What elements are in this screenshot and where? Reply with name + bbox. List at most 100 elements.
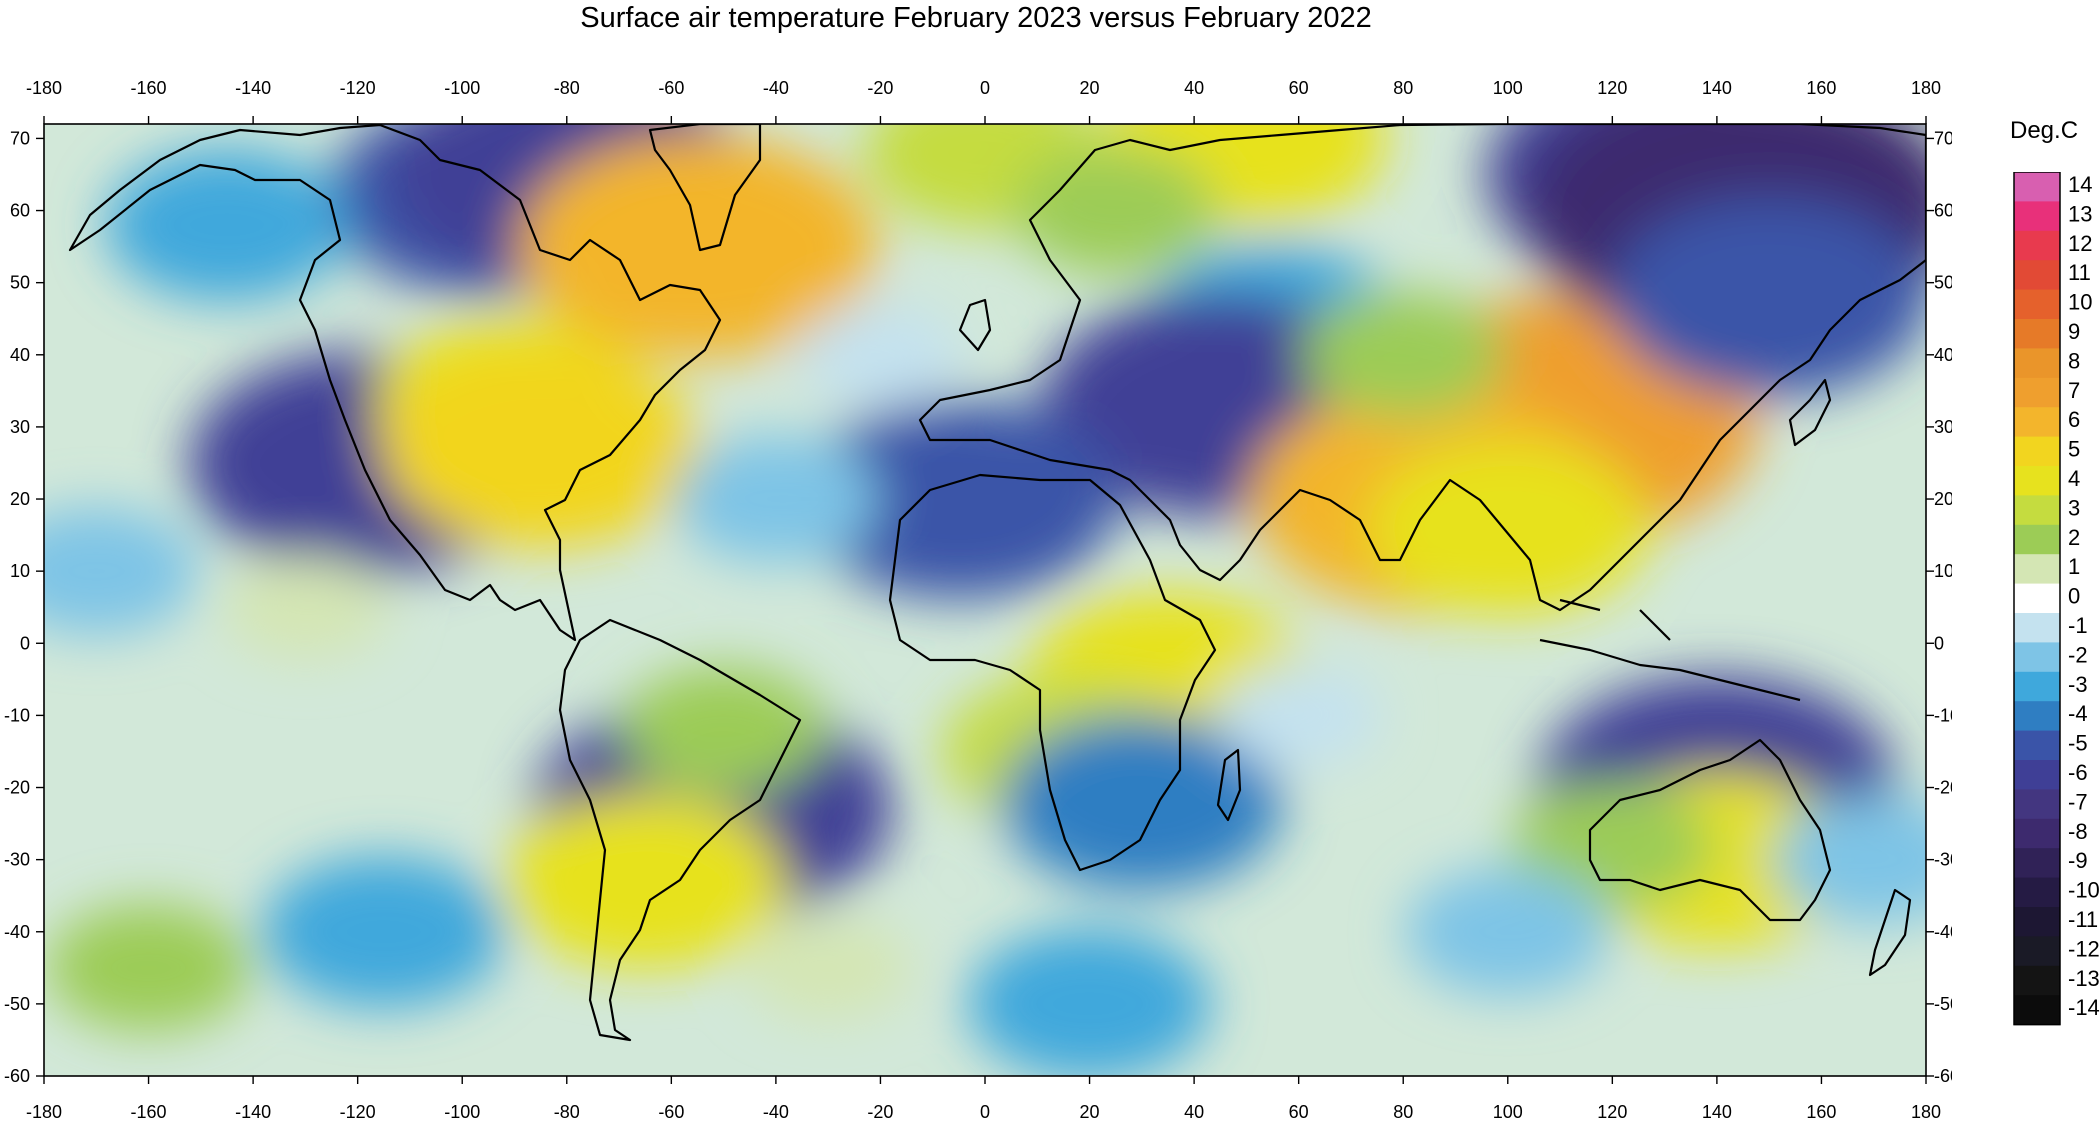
x-tick-label-top: -20 [867,78,893,98]
anomaly-region [673,435,879,564]
colorbar-swatch [2014,289,2060,320]
indonesia-outline [1539,598,1801,702]
colorbar-label: 3 [2068,495,2080,520]
anomaly-region [797,302,964,407]
y-tick-label-right: -50 [1934,994,1952,1014]
y-tick-label-left: 50 [10,273,30,293]
colorbar-swatch [2014,436,2060,467]
y-tick-label-left: 30 [10,417,30,437]
x-tick-label-bottom: -80 [554,1102,580,1122]
x-tick-label-bottom: 60 [1289,1102,1309,1122]
colorbar-label: -13 [2068,966,2100,991]
new-zealand-outline [1868,888,1912,977]
colorbar-label: -7 [2068,789,2088,814]
north-america-outline [68,124,722,642]
anomaly-region [1001,713,1283,890]
colorbar-swatch [2014,760,2060,790]
y-tick-label-left: 10 [10,561,30,581]
anomaly-region [1013,146,1219,275]
y-tick-label-right: -40 [1934,922,1952,942]
colorbar-label: -11 [2068,907,2098,932]
colorbar-label: 11 [2068,260,2091,285]
colorbar-label: 9 [2068,319,2080,344]
colorbar-swatch [2014,642,2060,673]
y-tick-label-left: 40 [10,345,30,365]
colorbar-swatch [2014,730,2060,761]
x-tick-label-top: 40 [1184,78,1204,98]
colorbar-swatch [2014,965,2060,996]
colorbar-label: -12 [2068,936,2100,961]
y-tick-label-right: -20 [1934,778,1952,798]
x-tick-label-bottom: -160 [131,1102,167,1122]
colorbar-swatch [2014,348,2060,379]
y-tick-label-right: 70 [1934,128,1952,148]
y-tick-label-left: -10 [4,705,30,725]
colorbar-label: 6 [2068,407,2080,432]
x-tick-label-top: -40 [763,78,789,98]
anomaly-region [798,399,1119,600]
x-tick-label-top: 120 [1597,78,1627,98]
x-tick-label-bottom: -100 [444,1102,480,1122]
y-tick-label-left: 60 [10,201,30,221]
x-tick-label-top: 140 [1702,78,1732,98]
y-tick-label-right: -10 [1934,705,1952,725]
anomaly-region [1215,663,1382,768]
colorbar-label: 7 [2068,378,2080,403]
colorbar-swatch [2014,848,2060,879]
colorbar-swatch [2014,789,2060,820]
y-tick-label-right: -60 [1934,1066,1952,1086]
legend-title: Deg.C [2010,117,2079,144]
colorbar-swatch [2014,201,2060,232]
x-tick-label-top: -140 [235,78,271,98]
x-tick-label-top: -100 [444,78,480,98]
anomaly-region [967,927,1212,1076]
colorbar-swatch [2014,671,2060,702]
y-tick-label-left: 20 [10,489,30,509]
colorbar-swatch [2014,936,2060,967]
colorbar-label: -5 [2068,731,2088,756]
y-tick-label-right: 60 [1934,201,1952,221]
colorbar-label: -10 [2068,878,2100,903]
colorbar-swatch [2014,377,2060,408]
x-tick-label-bottom: -60 [658,1102,684,1122]
anomaly-region [1366,439,1649,616]
colorbar-label: -14 [2068,995,2100,1020]
y-tick-label-left: -20 [4,778,30,798]
eurasia-outline [918,124,1926,612]
colorbar-swatch [2014,407,2060,438]
x-tick-label-bottom: 40 [1184,1102,1204,1122]
colorbar-swatch [2014,818,2060,849]
x-tick-label-bottom: 20 [1080,1102,1100,1122]
x-tick-label-top: -180 [26,78,62,98]
colorbar-label: 10 [2068,290,2092,315]
colorbar-swatch [2014,230,2060,261]
colorbar-swatch [2014,583,2060,614]
colorbar-label: 14 [2068,172,2092,197]
south-america-outline [558,618,802,1042]
x-tick-label-bottom: -140 [235,1102,271,1122]
colorbar-label: -1 [2068,613,2088,638]
anomaly-region [44,507,199,636]
anomaly-region [504,793,786,970]
map-figure: -180 -180 -160 -160 -140 -140 -120 -120 -100 -100… [4,78,1960,1122]
colorbar-swatch [2014,260,2060,291]
colorbar-swatch [2014,524,2060,555]
anomaly-region [1609,197,1926,398]
x-tick-label-top: -120 [340,78,376,98]
y-tick-label-left: -50 [4,994,30,1014]
colorbar-swatch [2014,554,2060,585]
anomaly-region [105,148,349,301]
coastlines [68,124,1926,1042]
colorbar-label: -4 [2068,701,2088,726]
y-tick-label-right: 20 [1934,489,1952,509]
x-tick-label-top: -160 [131,78,167,98]
y-tick-label-left: -40 [4,922,30,942]
colorbar-swatch [2014,995,2060,1026]
anomaly-region [518,134,877,359]
x-tick-label-bottom: 180 [1911,1102,1941,1122]
x-tick-label-bottom: 100 [1493,1102,1523,1122]
colorbar-swatch [2014,319,2060,349]
x-tick-label-top: 160 [1806,78,1836,98]
x-tick-label-top: 100 [1493,78,1523,98]
colorbar-swatch [2014,877,2060,908]
